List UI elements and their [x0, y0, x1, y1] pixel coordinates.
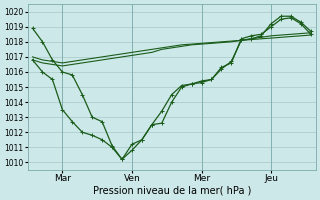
X-axis label: Pression niveau de la mer( hPa ): Pression niveau de la mer( hPa ): [92, 186, 251, 196]
